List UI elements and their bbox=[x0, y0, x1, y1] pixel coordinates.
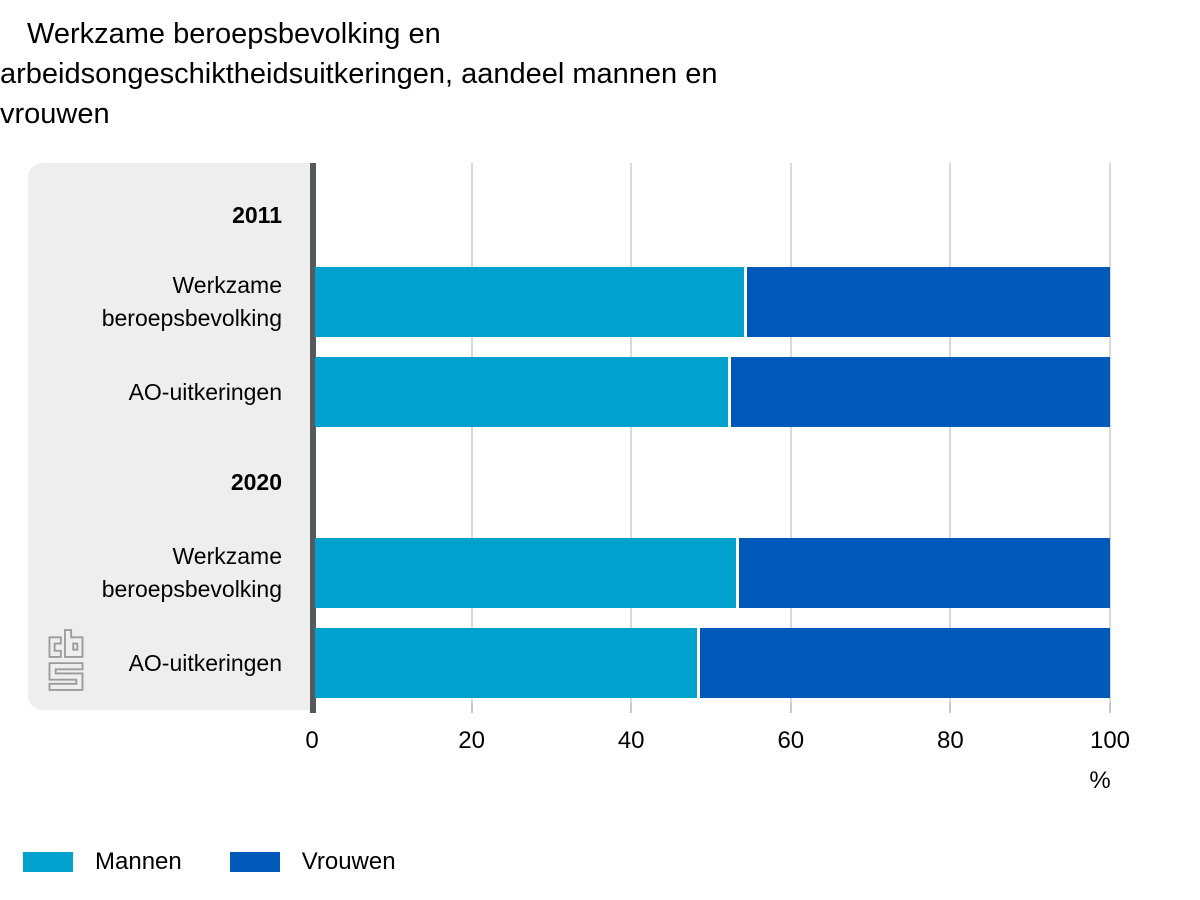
category-label: AO-uitkeringen bbox=[128, 649, 282, 676]
bar-segment-vrouwen bbox=[736, 538, 1110, 608]
chart-title-line: arbeidsongeschiktheidsuitkeringen, aande… bbox=[0, 58, 718, 90]
cbs-logo-c bbox=[48, 636, 62, 658]
bar-row-2011-ao: AO-uitkeringen bbox=[0, 357, 1200, 427]
x-tick-40 bbox=[630, 703, 633, 713]
x-axis-labels: 0 20 40 60 80 100 bbox=[305, 727, 1130, 757]
x-tick-100 bbox=[1109, 703, 1111, 713]
category-label: Werkzame beroepsbevolking bbox=[101, 543, 282, 602]
bar-segment-mannen bbox=[315, 628, 697, 698]
x-tick-label-40: 40 bbox=[617, 727, 645, 754]
bar-segment-vrouwen bbox=[744, 267, 1110, 337]
x-axis-unit: % bbox=[1089, 767, 1111, 794]
legend-swatch-mannen bbox=[23, 852, 73, 872]
legend-label: Mannen bbox=[95, 848, 182, 875]
row-spacer bbox=[0, 608, 1200, 628]
group-label: 2011 bbox=[0, 163, 312, 267]
legend: Mannen Vrouwen bbox=[23, 848, 396, 876]
legend-swatch-vrouwen bbox=[229, 852, 280, 872]
gridline-20 bbox=[470, 163, 473, 703]
cbs-logo-s bbox=[48, 662, 84, 691]
x-tick-20 bbox=[470, 703, 473, 713]
x-tick-60 bbox=[789, 703, 792, 713]
gridlines bbox=[312, 163, 1111, 703]
stacked-bar bbox=[315, 628, 1110, 698]
group-row-2011: 2011 bbox=[0, 163, 1200, 267]
x-axis-ticks bbox=[312, 703, 1111, 713]
bar-segment-vrouwen bbox=[728, 357, 1110, 427]
bar-segment-mannen bbox=[315, 267, 745, 337]
cbs-logo-b bbox=[64, 629, 84, 658]
group-label-text: 2020 bbox=[230, 469, 282, 495]
stacked-bar bbox=[315, 357, 1110, 427]
gridline-100 bbox=[1109, 163, 1111, 703]
bar-row-2020-ao: AO-uitkeringen bbox=[0, 628, 1200, 698]
x-tick-label-100: 100 bbox=[1089, 727, 1131, 754]
group-label-text: 2011 bbox=[232, 201, 282, 228]
bar-segment-vrouwen bbox=[696, 628, 1110, 698]
chart-title-line: Werkzame beroepsbevolking en bbox=[27, 18, 441, 50]
group-label: 2020 bbox=[0, 427, 312, 538]
category-label: Werkzame beroepsbevolking bbox=[101, 272, 282, 331]
row-spacer bbox=[0, 337, 1200, 357]
chart-title: Werkzame beroepsbevolking en arbeidsonge… bbox=[0, 14, 920, 134]
x-tick-label-80: 80 bbox=[937, 727, 964, 754]
y-axis-line bbox=[310, 163, 316, 713]
bar-row-2020-werkzame: Werkzame beroepsbevolking bbox=[0, 538, 1200, 608]
legend-item-vrouwen: Vrouwen bbox=[229, 848, 396, 876]
legend-item-mannen: Mannen bbox=[23, 848, 182, 876]
cbs-logo bbox=[48, 629, 84, 691]
stacked-bar bbox=[315, 538, 1110, 608]
bar-segment-mannen bbox=[315, 538, 737, 608]
chart-title-line: vrouwen bbox=[0, 98, 110, 130]
x-tick-label-20: 20 bbox=[458, 727, 485, 754]
category-label: AO-uitkeringen bbox=[128, 378, 282, 405]
bar-segment-mannen bbox=[315, 357, 729, 427]
x-tick-label-0: 0 bbox=[305, 727, 319, 754]
gridline-80 bbox=[949, 163, 952, 703]
chart-rows: 2011 Werkzame beroepsbevolking AO-uitker… bbox=[0, 163, 1200, 698]
gridline-40 bbox=[630, 163, 633, 703]
legend-label: Vrouwen bbox=[301, 848, 396, 875]
category-panel bbox=[28, 163, 310, 710]
x-tick-80 bbox=[949, 703, 952, 713]
group-row-2020: 2020 bbox=[0, 427, 1200, 538]
bar-row-2011-werkzame: Werkzame beroepsbevolking bbox=[0, 267, 1200, 337]
x-tick-label-60: 60 bbox=[777, 727, 805, 754]
stacked-bar bbox=[315, 267, 1110, 337]
gridline-60 bbox=[789, 163, 792, 703]
